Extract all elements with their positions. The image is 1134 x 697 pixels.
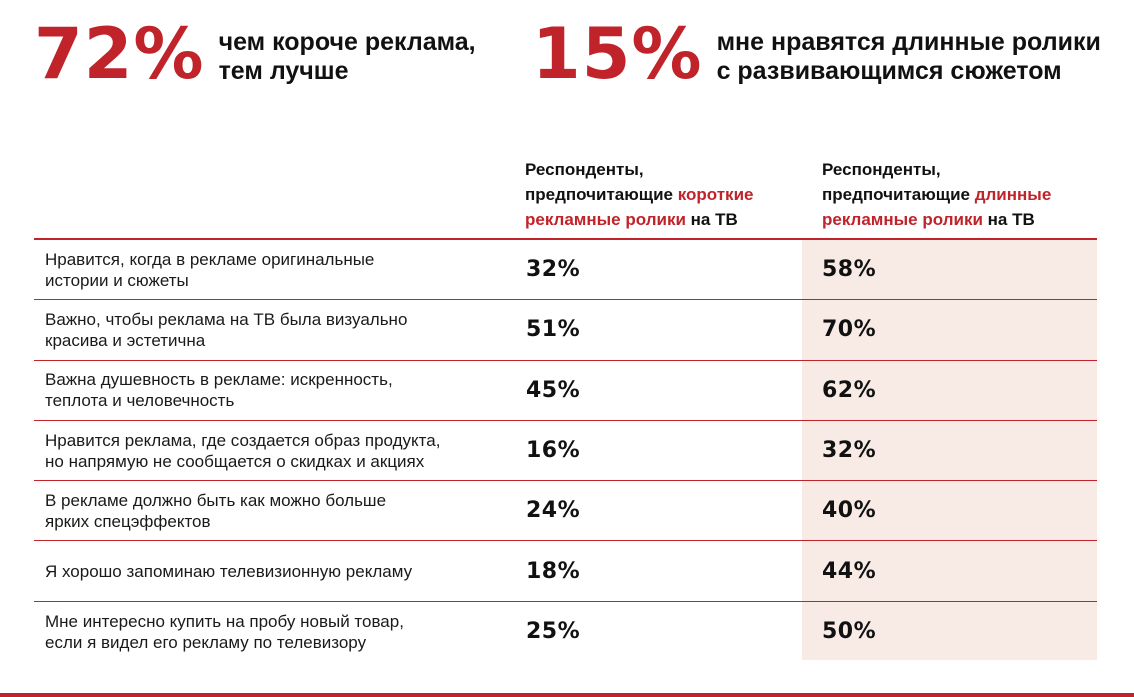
column-header-line: предпочитающие длинные bbox=[822, 182, 1051, 207]
column-header-accent: короткие bbox=[677, 185, 754, 204]
table-row: Нравится, когда в рекламе оригинальные ис… bbox=[34, 240, 1097, 301]
table-row: Важна душевность в рекламе: искренность,… bbox=[34, 361, 1097, 421]
highlight-text-line: с развивающимся сюжетом bbox=[716, 57, 1062, 85]
value-long-ads: 32% bbox=[822, 438, 877, 464]
highlight-text: чем короче реклама, тем лучше bbox=[219, 28, 476, 86]
row-label: Мне интересно купить на пробу новый това… bbox=[45, 602, 515, 662]
column-header-line: Респонденты, bbox=[525, 160, 644, 179]
column-header-text: на ТВ bbox=[685, 210, 738, 229]
bottom-accent-line bbox=[0, 693, 1134, 697]
value-short-ads: 51% bbox=[526, 317, 581, 343]
value-long-ads: 62% bbox=[822, 377, 877, 403]
survey-table: Нравится, когда в рекламе оригинальные ис… bbox=[34, 240, 1097, 662]
highlight-stat-short: 72% чем короче реклама, тем лучше bbox=[34, 14, 476, 94]
table-header-divider bbox=[34, 238, 1097, 240]
table-row: Нравится реклама, где создается образ пр… bbox=[34, 421, 1097, 482]
value-short-ads: 25% bbox=[526, 619, 581, 645]
column-header-short-ads: Респонденты, предпочитающие короткие рек… bbox=[525, 157, 753, 232]
value-long-ads: 58% bbox=[822, 257, 877, 283]
highlight-text-line: мне нравятся длинные ролики bbox=[716, 28, 1101, 56]
highlight-text: мне нравятся длинные ролики с развивающи… bbox=[717, 28, 1101, 86]
highlight-text-line: тем лучше bbox=[218, 57, 349, 85]
row-label: Нравится, когда в рекламе оригинальные ис… bbox=[45, 240, 515, 299]
highlight-text-line: чем короче реклама, bbox=[218, 28, 476, 56]
row-label-line: В рекламе должно быть как можно больше bbox=[45, 490, 387, 510]
column-header-accent: рекламные ролики bbox=[822, 210, 983, 229]
row-label-line: истории и сюжеты bbox=[45, 270, 189, 290]
row-label: Нравится реклама, где создается образ пр… bbox=[45, 421, 515, 480]
row-label-line: ярких спецэффектов bbox=[45, 511, 211, 531]
value-short-ads: 24% bbox=[526, 498, 581, 524]
row-label-line: Нравится, когда в рекламе оригинальные bbox=[45, 249, 375, 269]
column-header-line: рекламные ролики на ТВ bbox=[822, 207, 1051, 232]
row-label-text: Важно, чтобы реклама на ТВ была визуальн… bbox=[45, 309, 407, 351]
row-label: Важно, чтобы реклама на ТВ была визуальн… bbox=[45, 300, 515, 359]
row-label-line: но напрямую не сообщается о скидках и ак… bbox=[45, 451, 425, 471]
column-header-accent: рекламные ролики bbox=[525, 210, 686, 229]
row-label-line: красива и эстетична bbox=[45, 330, 206, 350]
column-header-text: предпочитающие bbox=[525, 185, 678, 204]
column-header-long-ads: Респонденты, предпочитающие длинные рекл… bbox=[822, 157, 1051, 232]
row-label: Я хорошо запоминаю телевизионную рекламу bbox=[45, 541, 515, 600]
column-header-text: на ТВ bbox=[982, 210, 1035, 229]
row-label-line: Мне интересно купить на пробу новый това… bbox=[45, 611, 404, 631]
row-label-text: Я хорошо запоминаю телевизионную рекламу bbox=[45, 561, 412, 582]
value-long-ads: 44% bbox=[822, 558, 877, 584]
value-long-ads: 50% bbox=[822, 619, 877, 645]
row-label-text: В рекламе должно быть как можно больше яр… bbox=[45, 490, 386, 532]
value-short-ads: 18% bbox=[526, 558, 581, 584]
row-label-line: Важно, чтобы реклама на ТВ была визуальн… bbox=[45, 309, 408, 329]
column-header-line: рекламные ролики на ТВ bbox=[525, 207, 753, 232]
table-row: Мне интересно купить на пробу новый това… bbox=[34, 602, 1097, 662]
value-long-ads: 40% bbox=[822, 498, 877, 524]
value-short-ads: 32% bbox=[526, 257, 581, 283]
value-long-ads: 70% bbox=[822, 317, 877, 343]
highlight-value: 15% bbox=[532, 13, 703, 95]
row-label-line: теплота и человечность bbox=[45, 391, 235, 411]
value-short-ads: 16% bbox=[526, 438, 581, 464]
row-label-line: Нравится реклама, где создается образ пр… bbox=[45, 430, 441, 450]
column-header-line: Респонденты, bbox=[822, 160, 941, 179]
row-label: В рекламе должно быть как можно больше яр… bbox=[45, 481, 515, 540]
column-header-accent: длинные bbox=[974, 185, 1052, 204]
table-row: В рекламе должно быть как можно больше яр… bbox=[34, 481, 1097, 542]
column-header-text: предпочитающие bbox=[822, 185, 975, 204]
row-label-text: Нравится, когда в рекламе оригинальные ис… bbox=[45, 249, 374, 291]
column-header-line: предпочитающие короткие bbox=[525, 182, 753, 207]
row-label-text: Мне интересно купить на пробу новый това… bbox=[45, 611, 404, 653]
row-label: Важна душевность в рекламе: искренность,… bbox=[45, 361, 515, 420]
highlight-stat-long: 15% мне нравятся длинные ролики с развив… bbox=[532, 14, 1101, 94]
value-short-ads: 45% bbox=[526, 377, 581, 403]
table-row: Я хорошо запоминаю телевизионную рекламу… bbox=[34, 541, 1097, 602]
row-label-line: Важна душевность в рекламе: искренность, bbox=[45, 370, 393, 390]
row-label-text: Нравится реклама, где создается образ пр… bbox=[45, 430, 440, 472]
row-label-line: если я видел его рекламу по телевизору bbox=[45, 632, 367, 652]
table-row: Важно, чтобы реклама на ТВ была визуальн… bbox=[34, 300, 1097, 361]
row-label-line: Я хорошо запоминаю телевизионную рекламу bbox=[45, 561, 413, 581]
row-label-text: Важна душевность в рекламе: искренность,… bbox=[45, 369, 393, 411]
highlight-value: 72% bbox=[34, 13, 205, 95]
long-column-highlight bbox=[802, 239, 1097, 660]
